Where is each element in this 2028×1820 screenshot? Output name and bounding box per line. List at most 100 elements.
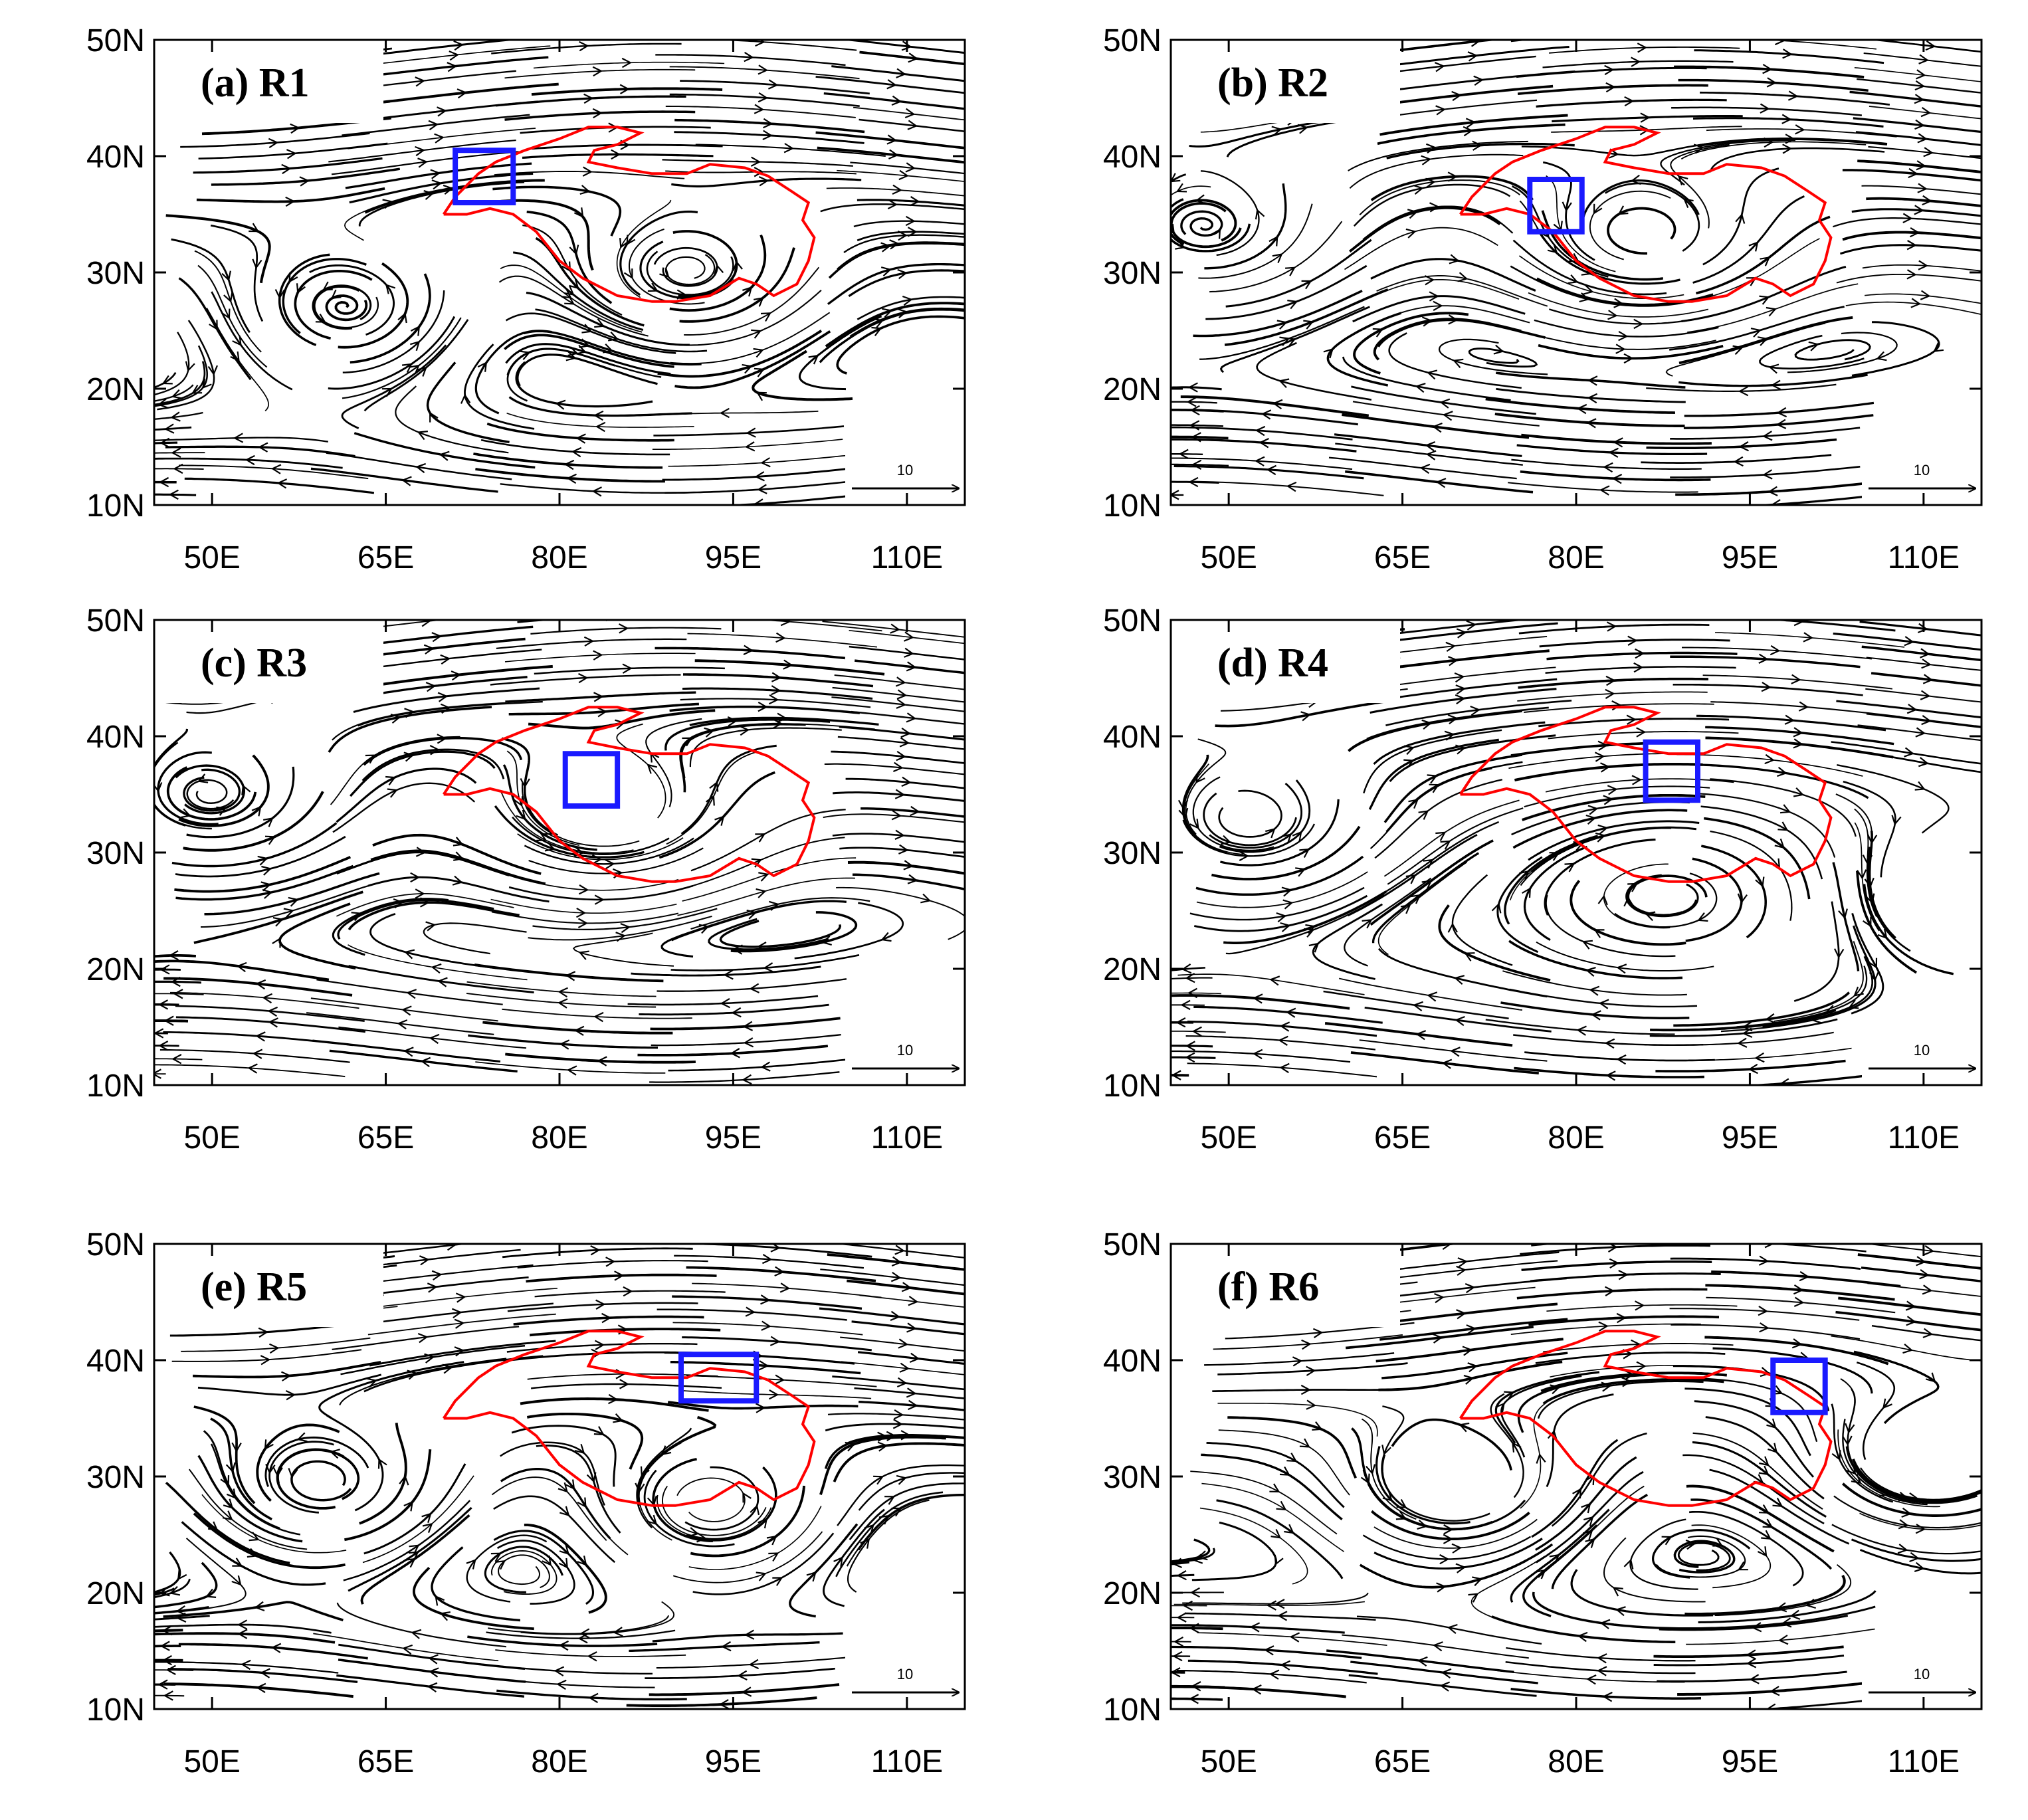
streamline-arrow	[1635, 648, 1645, 659]
streamline-arrow	[1624, 1369, 1635, 1380]
streamline-arrow	[583, 636, 595, 647]
streamline-arrow	[197, 773, 209, 783]
streamline-arrow	[365, 754, 376, 764]
y-tick-label: 20N	[1103, 372, 1162, 407]
y-tick-label: 30N	[86, 1460, 145, 1495]
streamline-arrow	[1597, 1653, 1607, 1664]
streamline-arrow	[425, 921, 437, 932]
streamline	[1357, 305, 1530, 332]
streamline-arrow	[1631, 775, 1642, 785]
streamline-arrow	[573, 1025, 585, 1037]
streamline	[645, 1667, 835, 1679]
streamline	[1193, 290, 1363, 338]
streamline	[1851, 208, 1981, 217]
streamline-arrow	[1924, 1245, 1935, 1256]
streamline-arrow	[595, 1340, 605, 1350]
panel-title-box	[154, 1244, 383, 1327]
streamline-arrow	[168, 489, 179, 500]
streamline	[1502, 970, 1687, 996]
streamline-arrow	[1634, 1300, 1645, 1311]
streamline	[167, 1668, 358, 1683]
streamline-arrow	[1301, 1339, 1312, 1350]
streamline	[517, 833, 684, 860]
streamline-arrow	[401, 476, 412, 486]
streamline-arrow	[542, 1555, 552, 1566]
streamline-arrow	[428, 120, 439, 131]
streamline-arrow	[1776, 1602, 1787, 1613]
x-tick-label: 65E	[1374, 1744, 1431, 1779]
streamline-arrow	[1604, 64, 1615, 76]
streamline-arrow	[1768, 1443, 1778, 1454]
streamline	[1485, 1019, 1675, 1035]
streamline	[175, 1016, 365, 1033]
streamline-arrow	[714, 815, 725, 826]
reference-vector-box	[845, 1656, 965, 1709]
streamline	[1212, 1388, 1404, 1393]
streamline-arrow	[1512, 1441, 1522, 1453]
streamline	[178, 1643, 368, 1660]
streamline-arrow	[158, 1041, 169, 1051]
streamline-arrow	[1593, 929, 1605, 938]
streamline-arrow	[417, 366, 427, 377]
streamline	[639, 1003, 829, 1016]
streamline-arrow	[1435, 105, 1446, 116]
streamline	[1496, 387, 1686, 403]
streamline	[1368, 738, 1499, 810]
streamline-arrow	[495, 1560, 506, 1570]
streamline-arrow	[454, 1346, 465, 1357]
streamline-arrow	[886, 79, 897, 90]
streamline	[1605, 182, 1700, 252]
streamline-arrow	[161, 375, 173, 385]
y-tick-label: 40N	[86, 720, 145, 755]
streamline-arrow	[647, 1514, 658, 1526]
streamline-arrow	[1772, 1497, 1783, 1508]
streamline-arrow	[415, 76, 425, 87]
streamline-arrow	[423, 644, 435, 655]
streamline-arrow	[1618, 330, 1629, 342]
streamline-arrow	[1748, 1063, 1758, 1074]
streamline-arrow	[906, 1322, 917, 1333]
streamline-arrow	[763, 118, 773, 129]
streamline-arrow	[1547, 1429, 1558, 1441]
streamline	[1379, 620, 1529, 637]
streamline-arrow	[901, 41, 912, 51]
streamline-arrow	[590, 1245, 601, 1256]
streamline	[670, 1360, 861, 1375]
streamline	[1495, 371, 1686, 389]
streamline-arrow	[1585, 1538, 1595, 1548]
streamline	[370, 82, 559, 105]
streamline-arrow	[222, 1510, 233, 1521]
streamlines	[1171, 1244, 1981, 1709]
streamline-arrow	[1171, 223, 1175, 235]
streamline-arrow	[1191, 1681, 1201, 1692]
streamline	[1546, 651, 1738, 660]
streamline	[1866, 657, 1981, 671]
streamline-arrow	[201, 378, 212, 389]
streamline-arrow	[255, 1031, 266, 1042]
streamline-arrow	[1381, 1445, 1391, 1456]
streamline-arrow	[1434, 62, 1445, 72]
streamline	[1537, 1380, 1704, 1419]
streamline-arrow	[1891, 815, 1902, 826]
streamline-arrow	[157, 999, 169, 1010]
streamline-arrow	[761, 1320, 771, 1331]
streamline-arrow	[718, 1698, 730, 1709]
streamline-arrow	[1442, 411, 1453, 421]
streamline-arrow	[887, 199, 898, 210]
streamline-arrow	[236, 961, 247, 973]
reference-vector-label: 10	[897, 1666, 913, 1682]
streamline-arrow	[1777, 821, 1789, 831]
streamline	[627, 410, 819, 417]
streamline-arrow	[1761, 681, 1772, 692]
streamline-arrow	[1405, 228, 1417, 239]
streamline-arrow	[283, 908, 294, 918]
streamline	[1853, 117, 1981, 134]
streamline-arrow	[1612, 1587, 1623, 1597]
streamline	[1861, 645, 1981, 662]
streamline-arrow	[907, 227, 918, 237]
streamline	[1676, 754, 1863, 777]
streamline-arrow	[409, 364, 420, 375]
streamline-arrow	[894, 789, 906, 799]
streamline-arrow	[1784, 714, 1795, 725]
